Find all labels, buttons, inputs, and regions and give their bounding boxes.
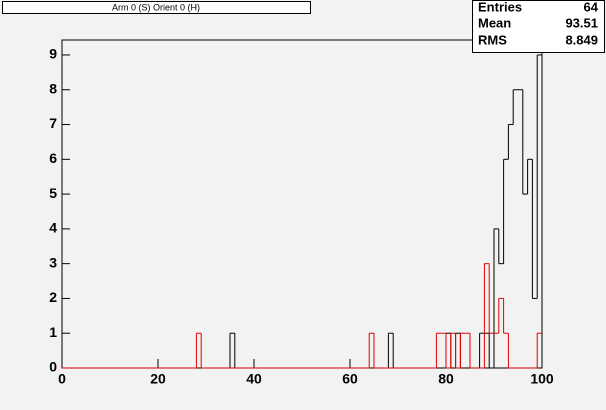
y-tick-label: 7 (49, 115, 57, 131)
y-tick-label: 5 (49, 185, 57, 201)
x-tick-label: 40 (246, 371, 262, 387)
stats-label: Mean (478, 15, 511, 30)
y-tick-label: 9 (49, 46, 57, 62)
y-tick-label: 4 (49, 220, 57, 236)
y-tick-label: 1 (49, 324, 57, 340)
x-tick-label: 80 (438, 371, 454, 387)
stats-label: RMS (478, 32, 507, 47)
stats-label: Entries (478, 0, 522, 14)
x-tick-label: 60 (342, 371, 358, 387)
x-tick-label: 0 (58, 371, 66, 387)
x-tick-label: 20 (150, 371, 166, 387)
y-tick-label: 0 (49, 359, 57, 375)
stats-value: 93.51 (565, 15, 598, 30)
x-tick-label: 100 (530, 371, 554, 387)
stats-value: 64 (584, 0, 599, 14)
y-tick-label: 3 (49, 254, 57, 270)
y-tick-label: 6 (49, 150, 57, 166)
chart-title: Arm 0 (S) Orient 0 (H) (112, 2, 200, 12)
stats-box (472, 0, 605, 53)
stats-value: 8.849 (565, 32, 598, 47)
y-tick-label: 2 (49, 289, 57, 305)
frame (61, 39, 543, 369)
title-box (2, 1, 311, 14)
y-tick-label: 8 (49, 80, 57, 96)
